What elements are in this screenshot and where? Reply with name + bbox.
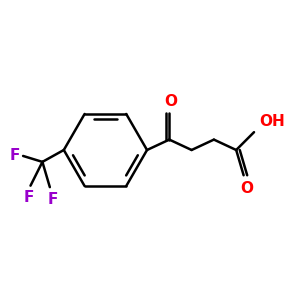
Text: F: F xyxy=(24,190,34,205)
Text: OH: OH xyxy=(260,114,285,129)
Text: O: O xyxy=(241,181,254,196)
Text: F: F xyxy=(9,148,20,164)
Text: F: F xyxy=(48,192,58,207)
Text: O: O xyxy=(164,94,177,109)
